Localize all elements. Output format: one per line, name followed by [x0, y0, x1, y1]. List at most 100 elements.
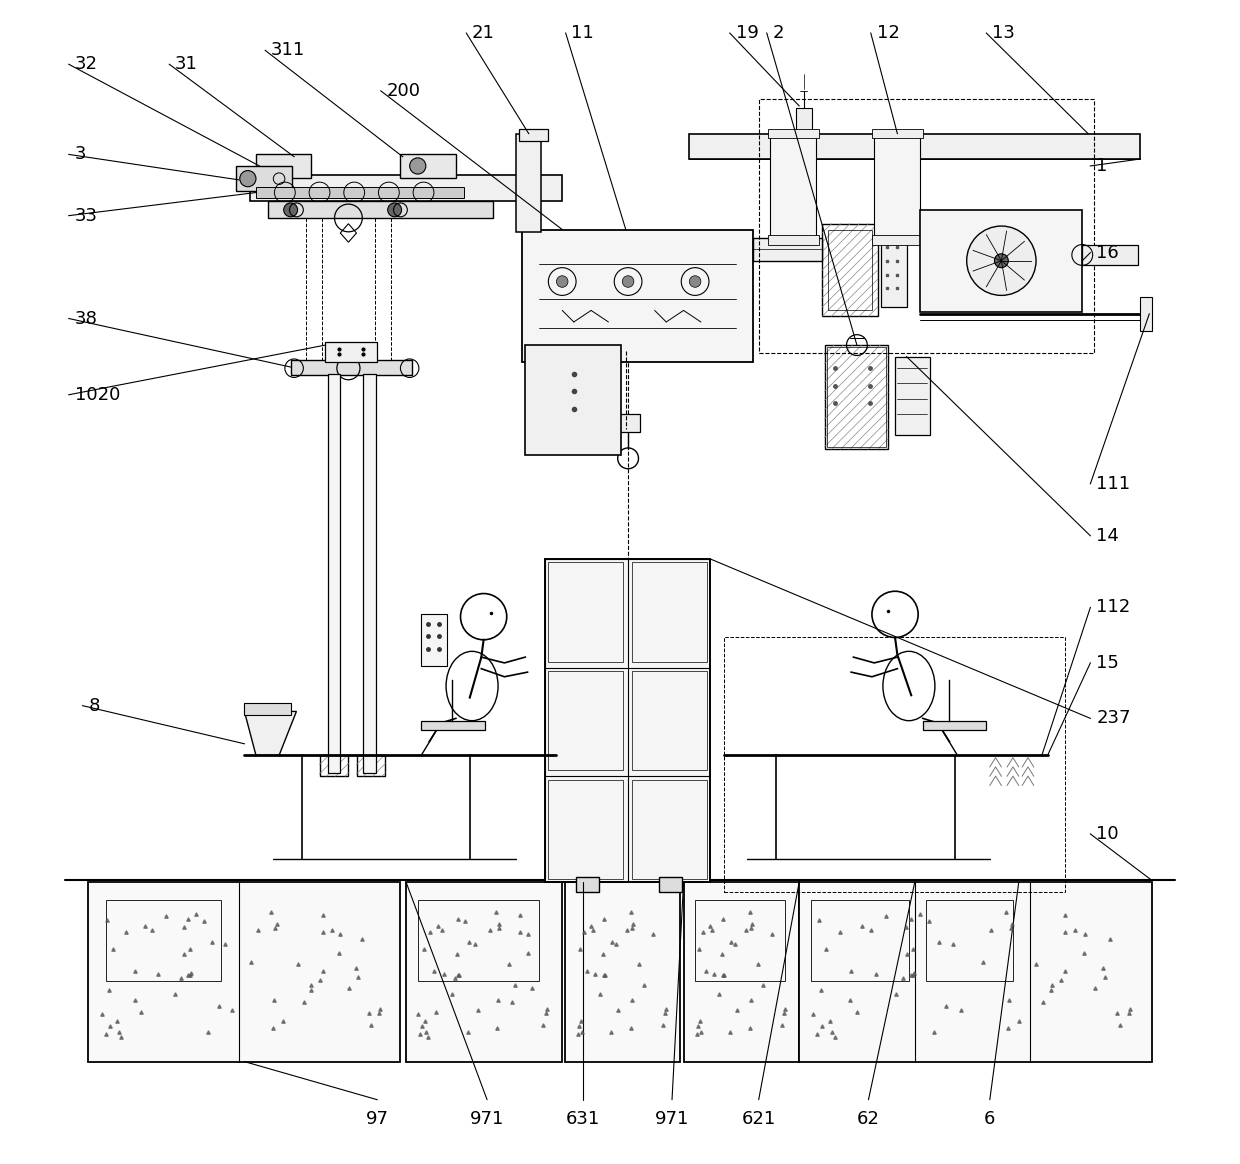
Bar	[631, 670, 707, 771]
Circle shape	[622, 276, 634, 288]
Circle shape	[557, 276, 568, 288]
Text: 31: 31	[175, 55, 198, 73]
Bar	[527, 347, 619, 453]
Bar	[544, 559, 711, 882]
Bar	[827, 347, 885, 447]
Text: 311: 311	[272, 42, 305, 59]
Text: 10: 10	[1096, 825, 1118, 843]
Text: 971: 971	[470, 1110, 505, 1128]
Bar	[320, 755, 348, 776]
Bar	[828, 229, 872, 311]
Bar	[683, 882, 799, 1062]
Bar	[363, 374, 376, 773]
Text: 12: 12	[877, 24, 899, 42]
Text: 13: 13	[992, 24, 1016, 42]
Bar	[327, 374, 340, 773]
Bar	[759, 99, 1094, 353]
Bar	[920, 210, 1083, 312]
Circle shape	[409, 158, 425, 175]
Bar	[882, 237, 906, 307]
Circle shape	[388, 203, 402, 217]
Bar	[548, 670, 624, 771]
Bar	[255, 186, 464, 198]
Circle shape	[239, 171, 255, 186]
Text: 14: 14	[1096, 527, 1118, 545]
Bar	[753, 237, 822, 261]
Bar	[618, 414, 640, 432]
Bar	[825, 345, 888, 449]
Bar	[526, 345, 621, 455]
Bar	[895, 356, 930, 435]
Bar	[522, 229, 753, 362]
Bar	[244, 703, 290, 715]
Bar	[631, 562, 707, 662]
Text: 6: 6	[985, 1110, 996, 1128]
Bar	[516, 134, 542, 232]
Bar	[268, 200, 492, 218]
Bar	[520, 129, 548, 141]
Bar	[811, 900, 909, 981]
Text: 11: 11	[572, 24, 594, 42]
Text: 111: 111	[1096, 475, 1130, 492]
Text: 15: 15	[1096, 654, 1118, 672]
Circle shape	[460, 594, 507, 640]
Bar	[696, 900, 785, 981]
Polygon shape	[244, 711, 296, 755]
Text: 631: 631	[565, 1110, 600, 1128]
Text: 16: 16	[1096, 243, 1118, 262]
Bar	[926, 900, 1013, 981]
Ellipse shape	[446, 652, 498, 721]
Text: 237: 237	[1096, 709, 1131, 728]
Bar	[872, 235, 923, 244]
Bar	[548, 562, 624, 662]
Bar	[872, 129, 923, 139]
Bar	[1140, 297, 1152, 332]
Bar	[418, 900, 539, 981]
Bar	[724, 638, 1065, 892]
Bar	[874, 134, 920, 243]
Bar	[407, 882, 562, 1062]
Ellipse shape	[883, 652, 935, 721]
Bar	[325, 341, 377, 362]
Text: 38: 38	[74, 310, 98, 327]
Bar	[799, 882, 1152, 1062]
Circle shape	[967, 226, 1037, 296]
Bar	[290, 360, 412, 375]
Bar	[689, 134, 1140, 159]
Bar	[923, 721, 986, 730]
Bar	[357, 755, 386, 776]
Bar	[255, 155, 311, 178]
Text: 19: 19	[735, 24, 759, 42]
Bar	[768, 129, 818, 139]
Text: 112: 112	[1096, 598, 1131, 617]
Bar	[401, 155, 456, 178]
Text: 1020: 1020	[74, 385, 120, 404]
Bar	[422, 615, 446, 666]
Text: 2: 2	[773, 24, 784, 42]
Bar	[237, 166, 291, 191]
Circle shape	[872, 591, 918, 638]
Circle shape	[689, 276, 701, 288]
Text: 62: 62	[857, 1110, 880, 1128]
Bar	[660, 876, 682, 892]
Text: 1: 1	[1096, 157, 1107, 175]
Circle shape	[994, 254, 1008, 268]
Bar	[422, 721, 485, 730]
Text: 33: 33	[74, 207, 98, 225]
Text: 21: 21	[472, 24, 495, 42]
Bar	[631, 780, 707, 879]
Bar	[1083, 244, 1138, 265]
Text: 971: 971	[655, 1110, 689, 1128]
Bar	[770, 134, 816, 243]
Text: 97: 97	[366, 1110, 389, 1128]
Text: 3: 3	[74, 146, 86, 163]
Circle shape	[284, 203, 298, 217]
Text: 200: 200	[387, 81, 420, 100]
Text: 32: 32	[74, 55, 98, 73]
Bar	[577, 876, 599, 892]
Bar	[768, 235, 818, 244]
Text: 621: 621	[742, 1110, 776, 1128]
Text: 8: 8	[88, 697, 99, 715]
Bar	[88, 882, 401, 1062]
Bar	[796, 108, 812, 134]
